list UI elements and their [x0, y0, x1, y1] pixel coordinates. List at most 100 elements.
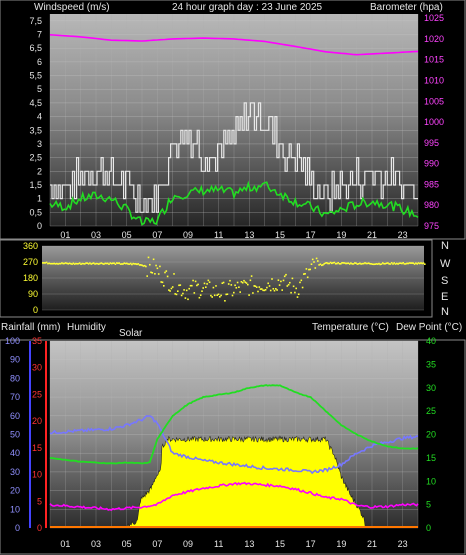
wind-series: [49, 34, 419, 226]
temperature-tick-label: 20: [426, 430, 436, 440]
direction-point: [287, 283, 290, 286]
x-tick-label: 15: [275, 230, 285, 240]
direction-point: [411, 262, 413, 264]
direction-point: [52, 262, 54, 265]
direction-point: [189, 284, 192, 287]
direction-point: [311, 258, 314, 261]
direction-point: [183, 289, 185, 291]
x-tick-label: 17: [306, 539, 316, 549]
direction-point: [231, 294, 234, 297]
direction-point: [416, 263, 418, 265]
direction-point: [92, 262, 95, 264]
direction-point: [211, 296, 213, 298]
rainfall-tick-label: 20: [32, 416, 42, 426]
direction-point: [331, 262, 333, 265]
direction-point: [286, 285, 289, 287]
direction-point: [368, 262, 370, 264]
direction-point: [205, 286, 207, 288]
wind-tick-label: 6: [37, 57, 42, 67]
direction-point: [63, 262, 66, 265]
direction-point: [407, 262, 409, 265]
direction-point: [379, 263, 381, 266]
temperature-axis-label: Temperature (°C): [312, 322, 389, 333]
humidity-tick-label: 80: [10, 373, 20, 383]
direction-point: [305, 268, 308, 270]
direction-point: [58, 262, 61, 265]
direction-point: [272, 288, 275, 290]
direction-point: [282, 279, 285, 282]
direction-point: [257, 290, 259, 293]
direction-point: [301, 286, 304, 289]
direction-point: [100, 262, 103, 264]
direction-point: [42, 262, 44, 264]
direction-point: [348, 263, 351, 265]
rainfall-tick-label: 10: [32, 470, 42, 480]
direction-point: [108, 263, 110, 265]
humidity-tick-label: 0: [15, 523, 20, 533]
direction-point: [177, 290, 179, 292]
direction-point: [73, 263, 76, 265]
direction-point: [113, 262, 115, 264]
direction-point: [268, 285, 271, 287]
direction-point: [401, 262, 403, 265]
direction-point: [258, 286, 261, 288]
direction-point: [357, 263, 360, 265]
direction-point: [243, 279, 245, 282]
direction-point: [350, 262, 352, 264]
direction-point: [147, 256, 150, 259]
direction-point: [91, 262, 94, 265]
direction-point: [143, 264, 146, 267]
direction-point: [396, 262, 398, 265]
direction-point: [333, 261, 336, 264]
direction-point: [306, 276, 309, 279]
direction-point: [296, 296, 299, 298]
direction-point: [118, 262, 120, 264]
wind-tick-label: 0,5: [29, 207, 42, 217]
direction-point: [327, 262, 329, 265]
direction-point: [129, 262, 132, 265]
direction-point: [388, 263, 390, 265]
direction-point: [169, 290, 171, 292]
x-tick-label: 05: [122, 230, 132, 240]
dewpoint-axis-label: Dew Point (°C): [396, 322, 462, 333]
barometer-tick-label: 980: [424, 200, 439, 210]
direction-point: [171, 286, 174, 288]
x-tick-label: 03: [91, 539, 101, 549]
humidity-tick-label: 30: [10, 467, 20, 477]
direction-point: [120, 263, 123, 265]
direction-point: [142, 265, 145, 267]
direction-point: [239, 291, 241, 293]
barometer-tick-label: 1010: [424, 76, 444, 86]
wind-tick-label: 1: [37, 194, 42, 204]
direction-point: [338, 263, 341, 265]
direction-point: [332, 262, 334, 264]
direction-point: [346, 262, 348, 265]
direction-point: [220, 294, 222, 297]
x-tick-label: 09: [183, 539, 193, 549]
direction-point: [244, 281, 247, 283]
direction-point: [375, 263, 378, 265]
wind-tick-label: 5: [37, 84, 42, 94]
direction-point: [370, 263, 373, 265]
direction-point: [394, 263, 397, 265]
x-tick-label: 05: [122, 539, 132, 549]
barometer-tick-label: 1015: [424, 55, 444, 65]
direction-point: [48, 262, 50, 265]
direction-point: [355, 262, 357, 264]
direction-point: [175, 293, 178, 296]
direction-point: [317, 260, 319, 262]
direction-point: [249, 279, 252, 282]
x-tick-label: 17: [306, 230, 316, 240]
wind-tick-label: 3,5: [29, 125, 42, 135]
windspeed-axis-label: Windspeed (m/s): [34, 2, 110, 13]
direction-point: [163, 285, 165, 287]
wind-tick-label: 6,5: [29, 43, 42, 53]
direction-point: [112, 262, 114, 265]
direction-point: [292, 285, 295, 288]
humidity-line: [49, 415, 419, 475]
wind-tick-label: 5,5: [29, 71, 42, 81]
direction-point: [44, 262, 47, 264]
x-tick-label: 07: [152, 539, 162, 549]
direction-point: [180, 294, 183, 297]
barometer-tick-label: 990: [424, 159, 439, 169]
